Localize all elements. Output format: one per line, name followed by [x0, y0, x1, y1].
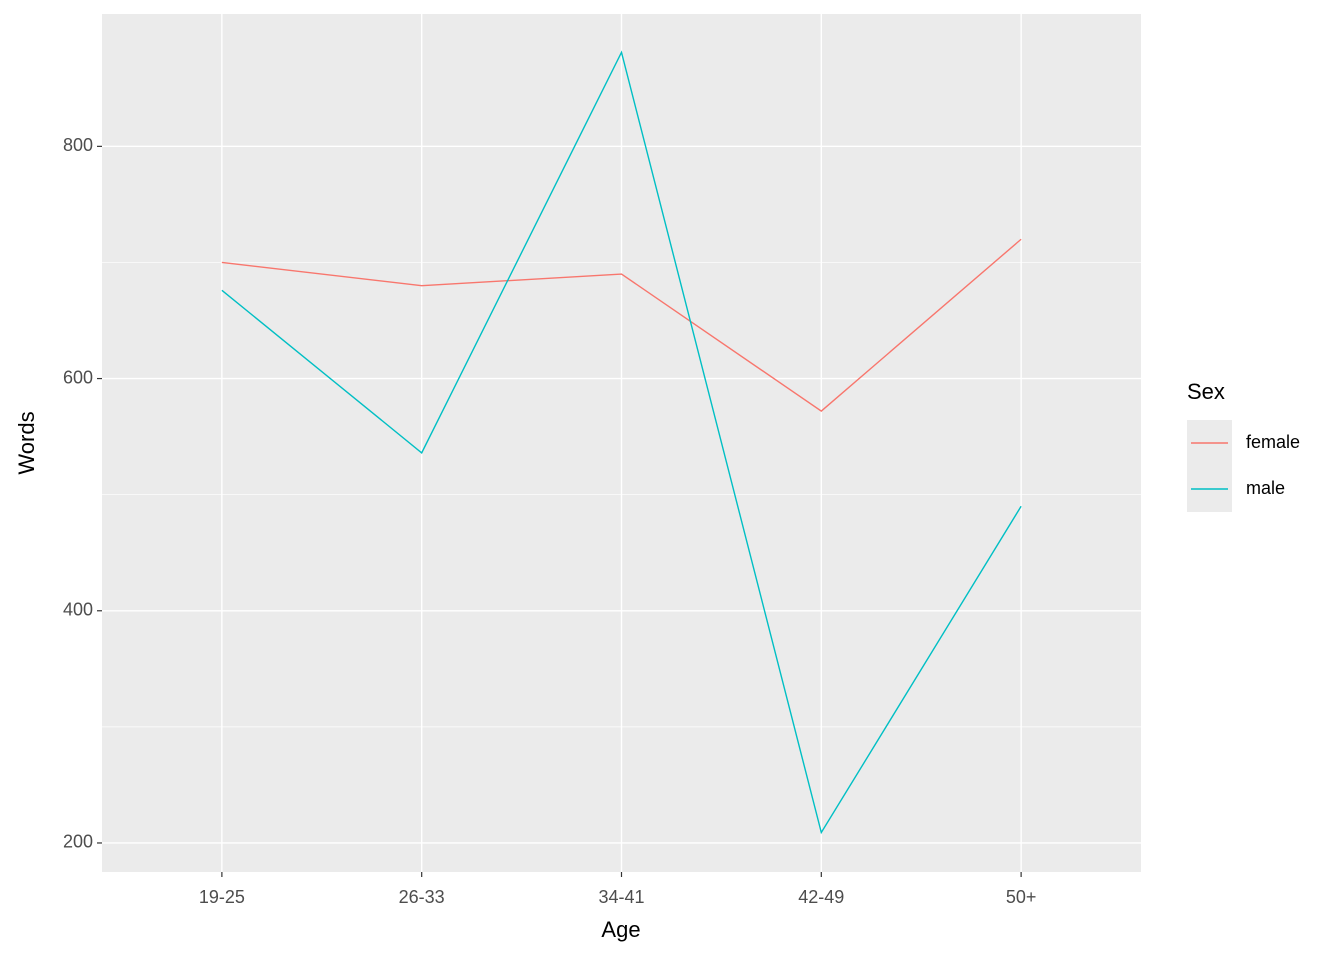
y-axis-title: Words [14, 411, 39, 474]
x-axis-title: Age [601, 917, 640, 942]
legend-label: female [1246, 432, 1300, 452]
legend-keys-bg [1187, 420, 1232, 512]
legend-title: Sex [1187, 379, 1225, 404]
y-tick-label: 400 [63, 600, 93, 620]
y-tick-label: 200 [63, 832, 93, 852]
x-tick-label: 26-33 [399, 887, 445, 907]
x-tick-label: 34-41 [598, 887, 644, 907]
x-tick-label: 19-25 [199, 887, 245, 907]
x-tick-label: 42-49 [798, 887, 844, 907]
legend-label: male [1246, 478, 1285, 498]
y-tick-label: 800 [63, 135, 93, 155]
y-tick-label: 600 [63, 367, 93, 387]
x-tick-label: 50+ [1006, 887, 1037, 907]
series-line [221, 50, 1022, 835]
series-line [221, 238, 1022, 412]
